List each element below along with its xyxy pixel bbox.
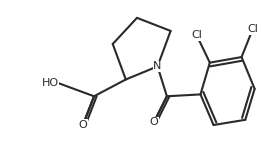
Text: Cl: Cl [191,30,202,40]
Text: N: N [153,61,162,71]
Text: HO: HO [41,78,59,88]
Text: Cl: Cl [247,24,258,34]
Text: O: O [78,120,87,130]
Text: O: O [149,117,158,127]
